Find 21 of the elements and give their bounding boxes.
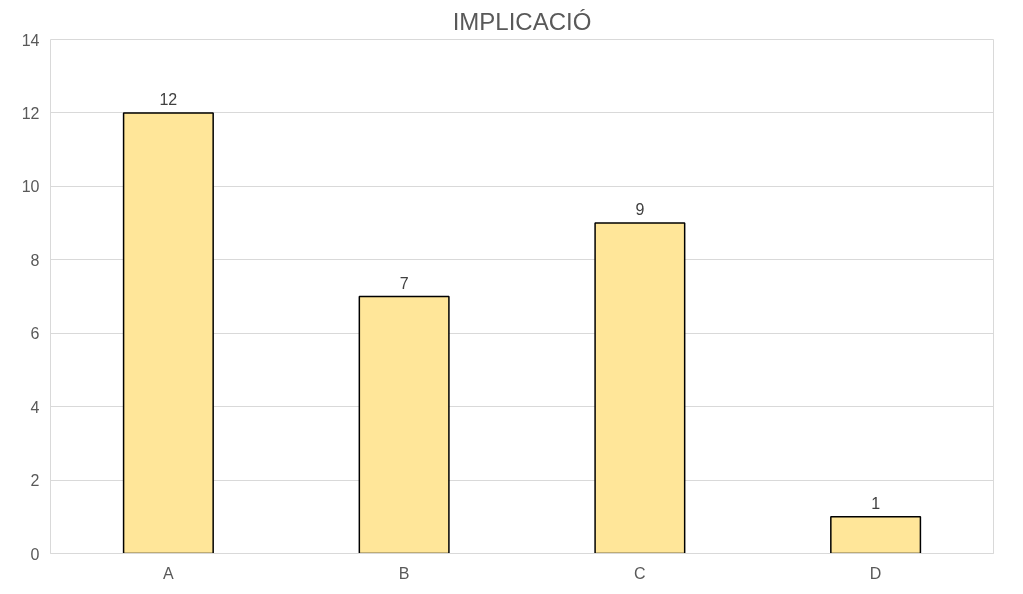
- x-tick-label: C: [634, 564, 646, 582]
- y-tick-label: 4: [30, 398, 40, 416]
- y-tick-label: 2: [30, 472, 40, 490]
- y-tick-label: 14: [21, 31, 40, 49]
- y-tick-label: 0: [30, 545, 40, 563]
- data-label: 12: [159, 90, 178, 108]
- chart-title: IMPLICACIÓ: [452, 7, 592, 35]
- y-tick-label: 6: [30, 325, 40, 343]
- bar: [594, 222, 686, 554]
- x-tick-label: D: [869, 564, 882, 582]
- x-tick-label: A: [163, 564, 175, 582]
- bar: [830, 516, 922, 554]
- x-tick-label: B: [398, 564, 410, 582]
- y-tick-label: 12: [21, 104, 40, 122]
- y-tick-label: 10: [21, 178, 40, 196]
- data-label: 7: [399, 274, 409, 292]
- y-tick-label: 8: [30, 251, 40, 269]
- bar: [122, 112, 214, 554]
- data-label: 9: [635, 201, 645, 219]
- data-label: 1: [871, 494, 881, 512]
- bar: [358, 295, 450, 554]
